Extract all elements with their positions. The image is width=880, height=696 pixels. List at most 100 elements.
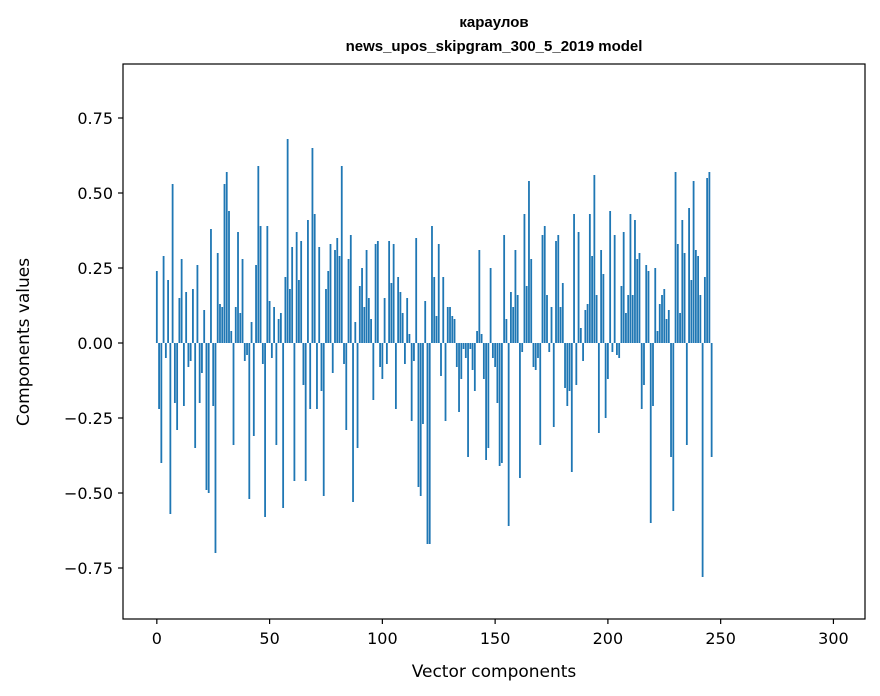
bar [329,244,332,343]
bar [302,343,305,385]
bar [318,247,321,343]
bar [692,181,695,343]
bar [347,259,350,343]
bar [417,343,420,487]
bar [426,343,429,544]
bar [539,343,542,445]
bar [618,343,621,358]
bar [216,253,219,343]
bar [694,250,697,343]
x-tick-label: 50 [259,629,279,648]
bar [521,343,524,352]
bar [512,307,515,343]
bar [629,214,632,343]
bar [631,295,634,343]
bar [428,343,431,544]
bar [573,214,575,343]
bar [510,292,512,343]
x-tick-label: 100 [367,629,398,648]
x-axis-label: Vector components [412,662,577,682]
bar [588,214,591,343]
chart-subtitle: news_upos_skipgram_300_5_2019 model [346,38,643,55]
bar [327,271,330,343]
bar [652,343,654,406]
bar [582,343,584,361]
bar [358,286,361,343]
bar [415,238,418,343]
bar [259,226,262,343]
bar [214,343,217,553]
bar [640,343,643,409]
bar [221,307,224,343]
bar [645,265,648,343]
bar [234,307,237,343]
bar [451,316,454,343]
bar [203,310,206,343]
bar [239,313,242,343]
bar [408,334,411,343]
bar [505,319,508,343]
bar [491,343,494,358]
bar [374,244,377,343]
bar [462,343,465,349]
bar [232,343,235,445]
bar [397,277,400,343]
bar [322,343,325,496]
bar [649,343,652,523]
bar [568,343,571,391]
bar [266,226,269,343]
bar [514,250,517,343]
x-tick-label: 150 [480,629,511,648]
bar [699,295,702,343]
bar [667,310,670,343]
bar [228,211,230,343]
bar [241,259,244,343]
bar [385,343,388,364]
bar [343,343,345,364]
bar [546,295,548,343]
bar [688,208,690,343]
bar [237,232,239,343]
bar [543,226,546,343]
bar [665,319,668,343]
x-tick-label: 250 [705,629,736,648]
bar [525,286,528,343]
bar [523,214,526,343]
bar [248,343,251,499]
bar [586,304,589,343]
bar [561,283,564,343]
y-tick-label: −0.25 [64,409,113,428]
bar [480,334,483,343]
bar [424,301,427,343]
bar [257,166,260,343]
bar [404,343,406,364]
bar [444,343,447,421]
bar [349,235,352,343]
bar [701,343,704,577]
bar [196,265,199,343]
bar [383,298,386,343]
bar [616,343,618,355]
bar [656,331,659,343]
bar [467,343,469,457]
bar [212,343,215,406]
bar [595,295,598,343]
bar [250,322,253,343]
bar [446,307,449,343]
y-tick-label: −0.50 [64,484,113,503]
bar [710,343,713,457]
bar [307,220,309,343]
bar [219,304,221,343]
bar [534,343,537,370]
bar [552,343,555,427]
bar [173,343,176,403]
bar [293,343,296,481]
bar [469,343,472,349]
bar [564,343,566,388]
bar [201,343,203,373]
bar [354,322,357,343]
bar [703,277,706,343]
y-axis-ticks: −0.75 −0.50 −0.25 0.00 0.25 0.50 0.75 [64,109,123,578]
y-axis-label: Components values [14,258,34,426]
bar [455,343,458,367]
